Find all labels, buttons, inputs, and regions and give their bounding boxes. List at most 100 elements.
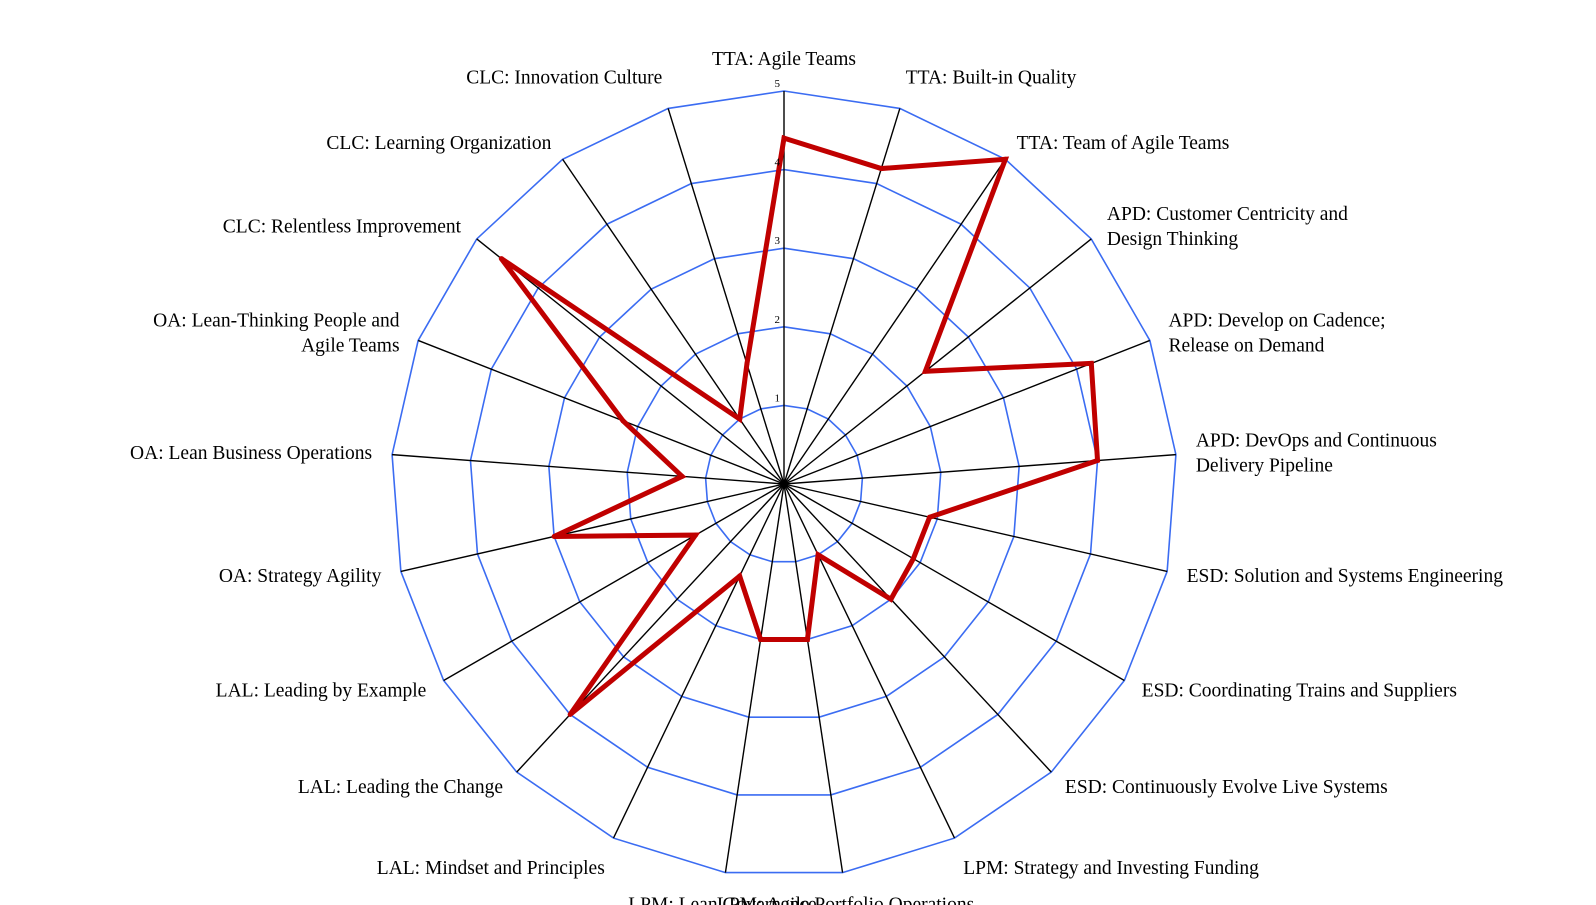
data-point-14 bbox=[693, 532, 699, 538]
category-label-13: LAL: Leading the Change bbox=[298, 777, 503, 798]
category-label-line: Design Thinking bbox=[1107, 229, 1239, 250]
category-label-20: CLC: Innovation Culture bbox=[466, 67, 662, 88]
data-point-15 bbox=[551, 533, 557, 539]
category-label-8: ESD: Continuously Evolve Live Systems bbox=[1065, 777, 1388, 798]
category-label-1: TTA: Built-in Quality bbox=[906, 67, 1077, 88]
data-point-13 bbox=[567, 711, 573, 717]
radial-tick-label-2: 2 bbox=[775, 314, 781, 326]
category-label-line: Agile Teams bbox=[297, 336, 399, 357]
data-point-12 bbox=[737, 573, 743, 579]
data-point-11 bbox=[758, 636, 764, 642]
category-labels: TTA: Agile Teams TTA: Built-in Quality TTA… bbox=[130, 49, 1503, 905]
data-point-18 bbox=[498, 256, 504, 262]
spoke-18 bbox=[476, 238, 785, 485]
spoke-19 bbox=[562, 158, 785, 485]
category-label-line: CLC: Learning Organization bbox=[326, 133, 551, 154]
category-label-line: CLC: Relentless Improvement bbox=[223, 216, 462, 237]
series-line-0 bbox=[499, 134, 1101, 717]
category-label-16: OA: Lean Business Operations bbox=[130, 443, 372, 464]
data-point-0 bbox=[781, 135, 787, 141]
data-point-8 bbox=[888, 596, 894, 602]
grid-ring-1 bbox=[704, 404, 864, 563]
spoke-17 bbox=[417, 339, 785, 485]
spoke-9 bbox=[783, 483, 956, 839]
category-label-line: CLC: Innovation Culture bbox=[466, 67, 662, 88]
spoke-16 bbox=[392, 453, 785, 485]
data-point-3 bbox=[922, 368, 928, 374]
category-label-line: APD: Develop on Cadence; bbox=[1168, 311, 1385, 332]
category-label-6: ESD: Solution and Systems Engineering bbox=[1187, 566, 1504, 587]
radial-tick-labels: 1 2 3 4 5 bbox=[775, 78, 781, 404]
category-label-5: APD: DevOps and Continuous Delivery Pipel… bbox=[1196, 431, 1437, 477]
category-label-4: APD: Develop on Cadence; Release on Deman… bbox=[1168, 311, 1385, 357]
category-label-line: OA: Lean-Thinking People and bbox=[153, 311, 400, 332]
data-point-20 bbox=[744, 361, 750, 367]
data-point-2 bbox=[1002, 156, 1008, 162]
data-point-1 bbox=[878, 166, 884, 172]
spoke-13 bbox=[516, 483, 785, 773]
category-label-12: LAL: Mindset and Principles bbox=[377, 858, 605, 879]
category-label-line: LAL: Mindset and Principles bbox=[377, 858, 605, 879]
spoke-10 bbox=[783, 483, 844, 873]
grid-ring-5 bbox=[391, 90, 1177, 874]
spoke-5 bbox=[783, 453, 1176, 485]
category-label-line: LPM: Agile Portfolio Operations bbox=[717, 894, 974, 905]
spoke-1 bbox=[783, 108, 901, 485]
data-point-16 bbox=[679, 473, 685, 479]
radial-tick-label-4: 4 bbox=[775, 157, 781, 169]
spoke-12 bbox=[612, 483, 785, 839]
category-label-line: TTA: Built-in Quality bbox=[906, 67, 1077, 88]
category-label-line: LPM: Lean Governance bbox=[628, 894, 816, 905]
category-label-line: LPM: Strategy and Investing Funding bbox=[963, 858, 1259, 879]
category-label-11: LPM: Lean Governance bbox=[628, 894, 816, 905]
category-label-17: OA: Lean-Thinking People and Agile Teams bbox=[153, 311, 400, 357]
category-label-line: Release on Demand bbox=[1168, 336, 1324, 357]
radial-tick-label-1: 1 bbox=[775, 392, 781, 404]
spoke-2 bbox=[783, 158, 1006, 485]
spoke-14 bbox=[443, 483, 785, 682]
category-label-line: ESD: Continuously Evolve Live Systems bbox=[1065, 777, 1388, 798]
radial-tick-label-5: 5 bbox=[775, 78, 781, 90]
spoke-8 bbox=[783, 483, 1052, 773]
spoke-11 bbox=[724, 483, 785, 873]
category-label-line: APD: DevOps and Continuous bbox=[1196, 431, 1437, 452]
radar-series bbox=[498, 134, 1101, 717]
data-point-7 bbox=[910, 556, 916, 562]
data-point-4 bbox=[1088, 360, 1094, 366]
category-label-7: ESD: Coordinating Trains and Suppliers bbox=[1142, 681, 1457, 702]
data-point-9 bbox=[815, 552, 821, 558]
category-label-18: CLC: Relentless Improvement bbox=[223, 216, 462, 237]
category-label-9: LPM: Strategy and Investing Funding bbox=[963, 858, 1259, 879]
category-label-10: LPM: Agile Portfolio Operations bbox=[717, 894, 974, 905]
category-label-line: LAL: Leading the Change bbox=[298, 777, 503, 798]
data-point-6 bbox=[927, 514, 933, 520]
category-label-line: TTA: Team of Agile Teams bbox=[1017, 133, 1230, 154]
category-label-3: APD: Customer Centricity and Design Think… bbox=[1107, 204, 1348, 250]
spoke-20 bbox=[667, 108, 785, 485]
category-label-19: CLC: Learning Organization bbox=[326, 133, 551, 154]
data-point-17 bbox=[620, 418, 626, 424]
spoke-7 bbox=[783, 483, 1125, 682]
spoke-15 bbox=[400, 483, 785, 573]
category-label-line: OA: Lean Business Operations bbox=[130, 443, 372, 464]
spoke-3 bbox=[783, 238, 1092, 485]
category-label-line: Delivery Pipeline bbox=[1196, 456, 1333, 477]
data-point-19 bbox=[737, 416, 743, 422]
category-label-15: OA: Strategy Agility bbox=[219, 566, 382, 587]
category-label-14: LAL: Leading by Example bbox=[216, 681, 427, 702]
category-label-line: OA: Strategy Agility bbox=[219, 566, 382, 587]
spoke-6 bbox=[783, 483, 1168, 573]
category-label-line: APD: Customer Centricity and bbox=[1107, 204, 1348, 225]
data-point-5 bbox=[1095, 458, 1101, 464]
category-label-line: LAL: Leading by Example bbox=[216, 681, 427, 702]
category-label-0: TTA: Agile Teams bbox=[712, 49, 856, 70]
category-label-2: TTA: Team of Agile Teams bbox=[1017, 133, 1230, 154]
category-label-line: TTA: Agile Teams bbox=[712, 49, 856, 70]
radial-tick-label-3: 3 bbox=[775, 235, 781, 247]
category-label-line: ESD: Coordinating Trains and Suppliers bbox=[1142, 681, 1457, 702]
category-label-line: ESD: Solution and Systems Engineering bbox=[1187, 566, 1504, 587]
data-point-10 bbox=[804, 636, 810, 642]
radar-spokes bbox=[392, 91, 1176, 873]
grid-ring-4 bbox=[469, 168, 1099, 796]
